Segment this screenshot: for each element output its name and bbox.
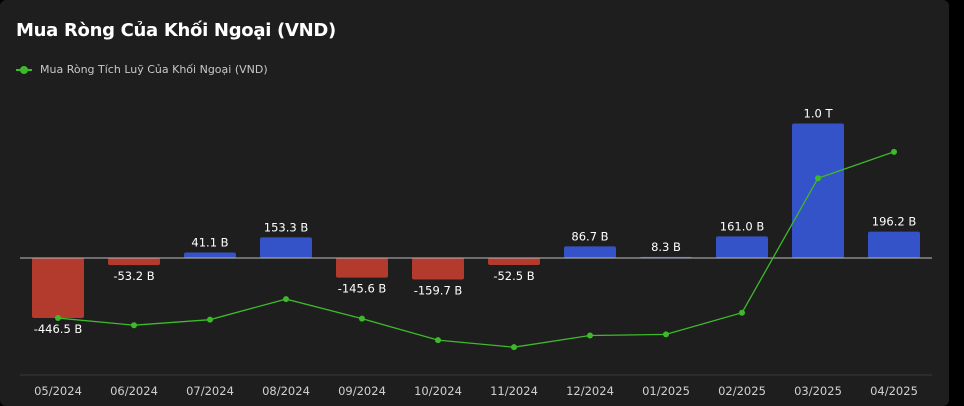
bar-label-02/2025: 161.0 B	[720, 219, 765, 233]
legend[interactable]: Mua Ròng Tích Luỹ Của Khối Ngoại (VND)	[16, 63, 268, 76]
cumulative-point-02/2025	[739, 309, 745, 316]
cumulative-point-07/2024	[207, 316, 213, 323]
cumulative-point-12/2024	[587, 332, 593, 339]
x-tick-label: 04/2025	[870, 384, 918, 398]
bar-02/2025	[716, 236, 768, 258]
cumulative-point-06/2024	[131, 322, 137, 329]
cumulative-line	[57, 151, 895, 348]
bar-label-05/2024: -446.5 B	[34, 322, 83, 336]
bar-11/2024	[488, 258, 540, 266]
x-tick-label: 11/2024	[490, 384, 538, 398]
x-tick-label: 09/2024	[338, 384, 386, 398]
cumulative-point-08/2024	[283, 296, 289, 303]
cumulative-point-09/2024	[359, 315, 365, 322]
cumulative-point-04/2025	[891, 148, 897, 155]
bar-04/2025	[868, 231, 920, 258]
cumulative-point-03/2025	[815, 175, 821, 182]
bar-label-10/2024: -159.7 B	[414, 283, 463, 297]
bar-09/2024	[336, 258, 388, 278]
chart-title: Mua Ròng Của Khối Ngoại (VND)	[16, 20, 336, 41]
x-tick-label: 06/2024	[110, 384, 158, 398]
x-tick-label: 01/2025	[642, 384, 690, 398]
cumulative-point-11/2024	[511, 344, 517, 351]
x-tick-label: 10/2024	[414, 384, 462, 398]
bar-label-01/2025: 8.3 B	[651, 240, 681, 254]
x-tick-label: 07/2024	[186, 384, 234, 398]
bar-06/2024	[108, 258, 160, 266]
cumulative-point-01/2025	[663, 331, 669, 338]
bar-label-08/2024: 153.3 B	[264, 220, 309, 234]
legend-dot-swatch	[20, 65, 28, 74]
bar-03/2025	[792, 123, 844, 258]
bar-12/2024	[564, 246, 616, 258]
x-tick-label: 05/2024	[34, 384, 82, 398]
bar-label-06/2024: -53.2 B	[113, 269, 154, 283]
bar-label-12/2024: 86.7 B	[571, 229, 608, 243]
bar-label-04/2025: 196.2 B	[872, 215, 917, 229]
bar-05/2024	[32, 258, 84, 319]
cumulative-point-05/2024	[55, 315, 61, 322]
legend-label: Mua Ròng Tích Luỹ Của Khối Ngoại (VND)	[40, 63, 268, 76]
bar-label-09/2024: -145.6 B	[338, 282, 387, 296]
bar-label-07/2024: 41.1 B	[191, 235, 228, 249]
x-tick-label: 08/2024	[262, 384, 310, 398]
x-tick-label: 02/2025	[718, 384, 766, 398]
legend-line-marker	[16, 65, 32, 75]
x-tick-label: 03/2025	[794, 384, 842, 398]
bar-08/2024	[260, 237, 312, 258]
bar-label-03/2025: 1.0 T	[804, 107, 834, 121]
bar-10/2024	[412, 258, 464, 280]
cumulative-point-10/2024	[435, 337, 441, 344]
bar-label-11/2024: -52.5 B	[493, 269, 534, 283]
bar-07/2024	[184, 252, 236, 258]
x-tick-label: 12/2024	[566, 384, 614, 398]
